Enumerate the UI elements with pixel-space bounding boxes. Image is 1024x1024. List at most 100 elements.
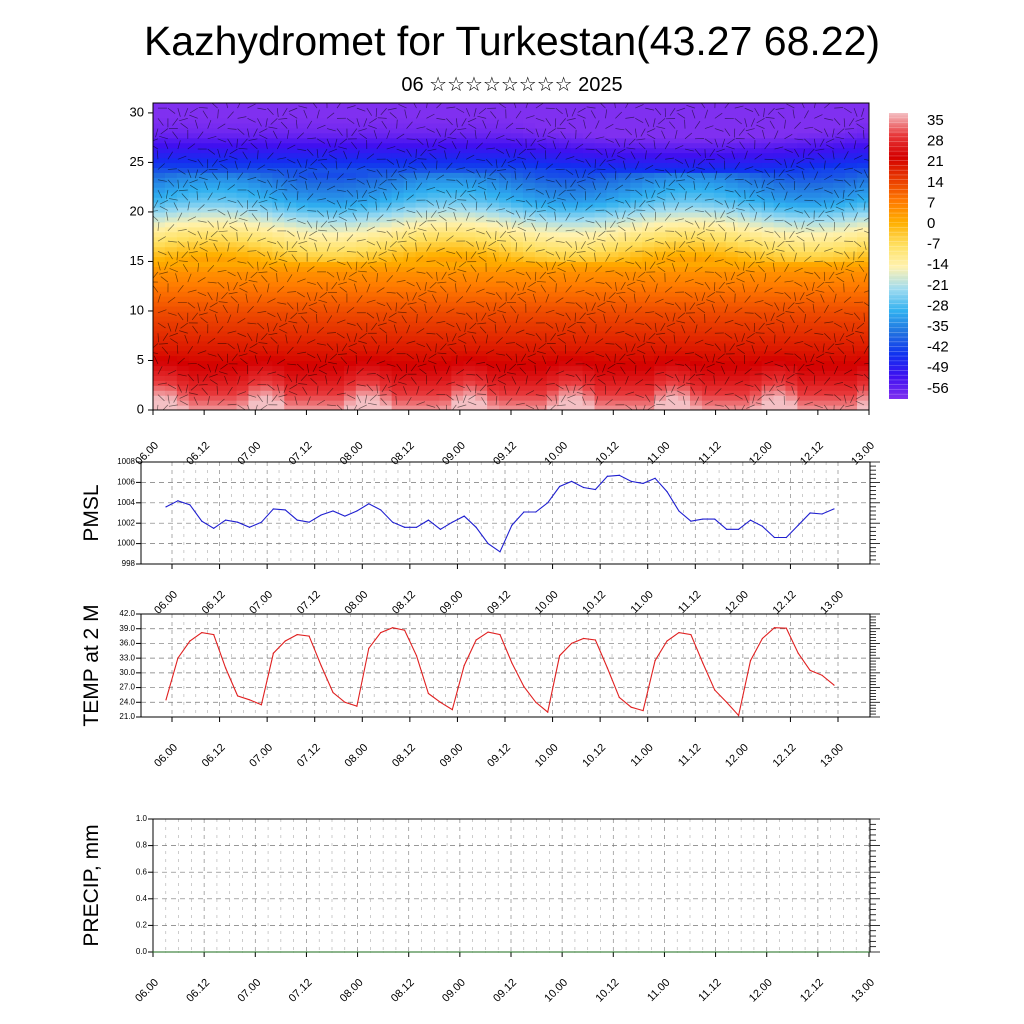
- heatmap-cell: [570, 335, 584, 342]
- heatmap-cell: [594, 395, 608, 401]
- heatmap-cell: [332, 350, 345, 357]
- heatmap-cell: [570, 142, 584, 149]
- heatmap-cell: [164, 375, 178, 381]
- heatmap-cell: [833, 147, 846, 154]
- heatmap-cell: [642, 157, 655, 164]
- wind-barb: [170, 338, 179, 344]
- wind-barb: [280, 121, 288, 129]
- wind-barb: [436, 247, 445, 252]
- heatmap-cell: [260, 122, 273, 129]
- heatmap-cell: [630, 340, 643, 347]
- heatmap-cell: [236, 167, 250, 173]
- heatmap-cell: [475, 112, 488, 119]
- heatmap-cell: [797, 266, 810, 272]
- heatmap-cell: [200, 221, 214, 228]
- heatmap-cell: [367, 231, 381, 238]
- heatmap-cell: [606, 345, 619, 352]
- heatmap-cell: [391, 103, 405, 109]
- heatmap-cell: [642, 167, 655, 173]
- heatmap-cell: [403, 251, 417, 258]
- heatmap-cell: [188, 197, 202, 203]
- wind-barb: [227, 386, 233, 395]
- wind-barb: [267, 322, 270, 332]
- wind-barb: [539, 271, 547, 279]
- heatmap-cell: [809, 355, 822, 362]
- heatmap-cell: [176, 271, 190, 277]
- heatmap-cell: [522, 132, 536, 139]
- wind-barb: [253, 128, 258, 137]
- heatmap-cell: [737, 231, 751, 238]
- heatmap-cell: [224, 157, 238, 164]
- heatmap-cell: [630, 107, 643, 114]
- heatmap-cell: [761, 320, 775, 327]
- heatmap-cell: [272, 152, 285, 159]
- heatmap-cell: [522, 221, 536, 228]
- heatmap-cell: [642, 291, 655, 297]
- heatmap-cell: [821, 375, 834, 381]
- wind-barb: [267, 169, 277, 171]
- wind-barb: [277, 359, 286, 365]
- heatmap-cell: [785, 380, 798, 386]
- heatmap-cell: [153, 325, 166, 332]
- heatmap-cell: [439, 370, 452, 376]
- heatmap-cell: [558, 182, 572, 188]
- heatmap-cell: [248, 365, 261, 371]
- heatmap-cell: [690, 172, 703, 178]
- wind-barb: [318, 363, 328, 369]
- heatmap-cell: [153, 345, 166, 352]
- heatmap-cell: [713, 390, 727, 396]
- wind-barb: [525, 317, 534, 324]
- wind-barb: [517, 226, 527, 232]
- heatmap-cell: [200, 390, 214, 396]
- heatmap-cell: [666, 345, 679, 352]
- heatmap-cell: [355, 345, 369, 352]
- heatmap-cell: [284, 211, 297, 218]
- heatmap-cell: [773, 177, 787, 183]
- heatmap-cell: [212, 206, 226, 213]
- wind-barb: [177, 384, 182, 393]
- heatmap-cell: [260, 276, 273, 282]
- heatmap-cell: [749, 172, 763, 178]
- heatmap-cell: [487, 350, 500, 357]
- wind-barb: [468, 394, 477, 400]
- heatmap-cell: [463, 107, 476, 114]
- wind-barb: [177, 357, 185, 365]
- wind-barb: [296, 263, 301, 272]
- heatmap-cell: [272, 310, 285, 317]
- heatmap-cell: [534, 395, 548, 401]
- heatmap-cell: [379, 320, 393, 327]
- heatmap-cell: [582, 380, 596, 386]
- wind-barb: [336, 376, 342, 385]
- heatmap-cell: [367, 340, 381, 347]
- heatmap-cell: [164, 251, 178, 258]
- heatmap-cell: [690, 340, 703, 347]
- wind-barb: [239, 287, 248, 293]
- heatmap-cell: [248, 157, 261, 164]
- heatmap-cell: [343, 375, 357, 381]
- wind-barb: [298, 312, 308, 314]
- heatmap-cell: [391, 335, 405, 342]
- heatmap-cell: [499, 310, 512, 317]
- heatmap-cell: [367, 291, 381, 297]
- heatmap-cell: [666, 276, 679, 282]
- wind-barb: [197, 159, 204, 167]
- wind-barb: [188, 251, 198, 254]
- heatmap-cell: [153, 167, 166, 173]
- heatmap-cell: [558, 256, 572, 263]
- wind-barb: [253, 284, 258, 293]
- heatmap-cell: [224, 350, 238, 357]
- wind-barb: [338, 146, 348, 150]
- heatmap-cell: [618, 310, 631, 317]
- wind-barb: [356, 107, 366, 112]
- heatmap-cell: [284, 325, 297, 332]
- heatmap-cell: [558, 291, 572, 297]
- heatmap-cell: [212, 177, 226, 183]
- wind-barb: [167, 384, 177, 389]
- heatmap-cell: [200, 187, 214, 193]
- heatmap-cell: [391, 197, 405, 203]
- heatmap-cell: [511, 127, 524, 134]
- heatmap-cell: [284, 172, 297, 178]
- heatmap-cell: [439, 226, 452, 233]
- heatmap-cell: [260, 152, 273, 159]
- heatmap-cell: [343, 325, 357, 332]
